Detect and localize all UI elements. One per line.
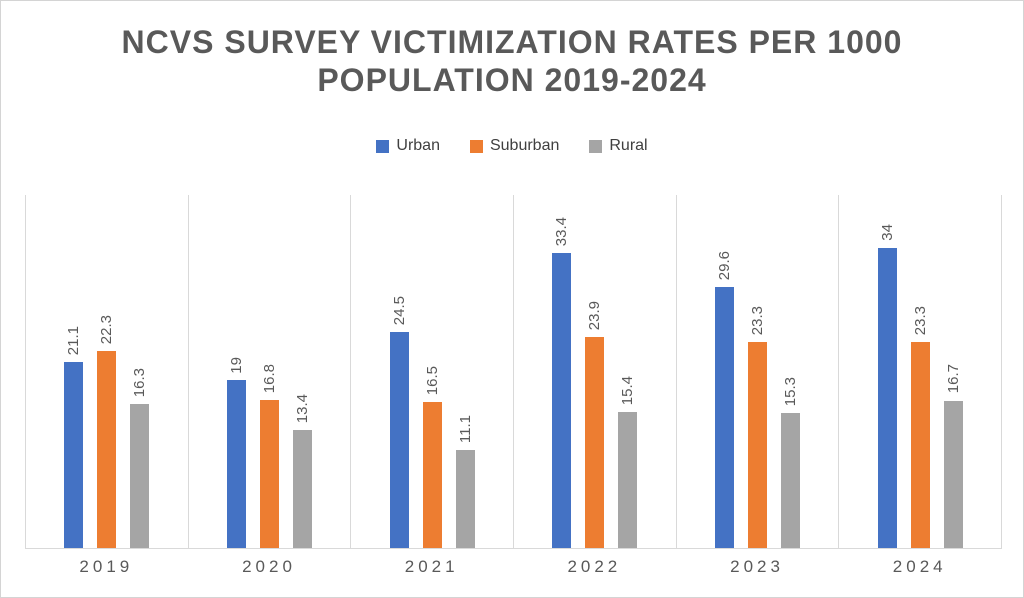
data-label: 16.7 bbox=[944, 364, 962, 394]
bar-group-item: 13.4 bbox=[293, 393, 312, 548]
category-panel-2021: 24.5 16.5 11.1 bbox=[350, 195, 513, 548]
legend-label: Rural bbox=[609, 137, 648, 154]
x-axis-label-2022: 2022 bbox=[567, 557, 622, 576]
bar-group-item: 29.6 bbox=[715, 250, 735, 548]
bar-group-item: 16.5 bbox=[422, 366, 442, 548]
data-label: 23.3 bbox=[911, 306, 929, 336]
bar-urban-2020 bbox=[227, 380, 246, 548]
bar-rural-2021 bbox=[455, 450, 475, 548]
data-label: 23.3 bbox=[749, 306, 767, 336]
x-axis-label-2021: 2021 bbox=[404, 557, 459, 576]
bar-urban-2023 bbox=[715, 286, 735, 548]
legend-item-suburban: Suburban bbox=[469, 137, 560, 155]
data-label: 16.8 bbox=[261, 363, 278, 393]
data-label: 34 bbox=[878, 224, 896, 241]
x-axis-label-2024: 2024 bbox=[892, 557, 947, 576]
x-axis-label-2023: 2023 bbox=[730, 557, 784, 576]
bar-group-item: 11.1 bbox=[455, 414, 475, 548]
category-panel-2023: 29.6 23.3 15.3 bbox=[675, 195, 839, 548]
bar-rural-2023 bbox=[781, 413, 801, 548]
x-axis: 2019 2020 2021 2022 2023 2024 bbox=[25, 557, 1001, 577]
bar-group-item: 15.3 bbox=[781, 376, 801, 548]
legend-item-urban: Urban bbox=[376, 137, 440, 155]
data-label: 33.4 bbox=[553, 217, 571, 247]
bar-group-item: 23.9 bbox=[585, 300, 605, 548]
data-label: 15.3 bbox=[782, 376, 800, 406]
category-panel-2022: 33.4 23.9 15.4 bbox=[513, 195, 676, 548]
bar-rural-2019 bbox=[130, 404, 150, 548]
bar-group-item: 23.3 bbox=[910, 306, 930, 548]
data-label: 22.3 bbox=[98, 315, 116, 345]
data-label: 16.3 bbox=[131, 368, 149, 398]
data-label: 24.5 bbox=[390, 295, 408, 325]
bar-group-item: 33.4 bbox=[552, 217, 572, 548]
bar-group-item: 21.1 bbox=[64, 325, 84, 548]
bar-suburban-2024 bbox=[910, 342, 930, 548]
bar-suburban-2019 bbox=[97, 351, 117, 548]
bar-group-item: 15.4 bbox=[618, 375, 638, 548]
category-panel-2020: 19 16.8 13.4 bbox=[187, 195, 351, 548]
legend-label: Urban bbox=[396, 137, 440, 154]
bar-suburban-2020 bbox=[260, 399, 279, 548]
bar-group-item: 34 bbox=[877, 224, 897, 548]
legend-swatch-icon bbox=[469, 139, 483, 153]
bar-group-item: 22.3 bbox=[97, 315, 117, 548]
bar-group-item: 19 bbox=[227, 357, 246, 548]
category-panel-2019: 21.1 22.3 16.3 bbox=[25, 195, 188, 548]
data-label: 19 bbox=[228, 356, 245, 374]
legend: Urban Suburban Rural bbox=[1, 137, 1023, 155]
data-label: 13.4 bbox=[294, 393, 311, 423]
data-label: 15.4 bbox=[619, 375, 637, 406]
bar-suburban-2023 bbox=[748, 342, 768, 548]
bar-urban-2021 bbox=[389, 331, 409, 548]
chart-title: NCVS SURVEY VICTIMIZATION RATES PER 1000… bbox=[121, 24, 903, 98]
bar-group-item: 16.7 bbox=[943, 364, 963, 548]
x-axis-label-2019: 2019 bbox=[79, 557, 134, 576]
data-label: 29.6 bbox=[716, 250, 734, 280]
legend-item-rural: Rural bbox=[589, 137, 648, 155]
bar-suburban-2021 bbox=[422, 402, 442, 548]
data-label: 23.9 bbox=[586, 300, 604, 331]
plot-area: 21.1 22.3 16.3 19 16.8 13.4 24.5 16.5 11.1 33.4 23… bbox=[25, 195, 1002, 549]
bar-group-item: 23.3 bbox=[748, 306, 768, 548]
bar-rural-2020 bbox=[293, 429, 312, 548]
bar-suburban-2022 bbox=[585, 337, 605, 548]
bar-group-item: 16.3 bbox=[130, 368, 150, 548]
data-label: 21.1 bbox=[65, 325, 83, 355]
legend-label: Suburban bbox=[489, 137, 560, 154]
legend-swatch-icon bbox=[589, 139, 603, 153]
legend-swatch-icon bbox=[376, 139, 390, 153]
x-axis-label-2020: 2020 bbox=[242, 557, 296, 576]
bar-group-item: 24.5 bbox=[389, 295, 409, 548]
bar-group-item: 16.8 bbox=[260, 363, 279, 548]
bar-rural-2024 bbox=[943, 400, 963, 548]
bar-urban-2019 bbox=[64, 361, 84, 548]
bar-urban-2022 bbox=[552, 253, 572, 548]
bar-urban-2024 bbox=[877, 247, 897, 548]
bar-rural-2022 bbox=[618, 412, 638, 548]
data-label: 11.1 bbox=[456, 414, 474, 443]
category-panel-2024: 34 23.3 16.7 bbox=[838, 195, 1001, 548]
data-label: 16.5 bbox=[423, 366, 441, 396]
